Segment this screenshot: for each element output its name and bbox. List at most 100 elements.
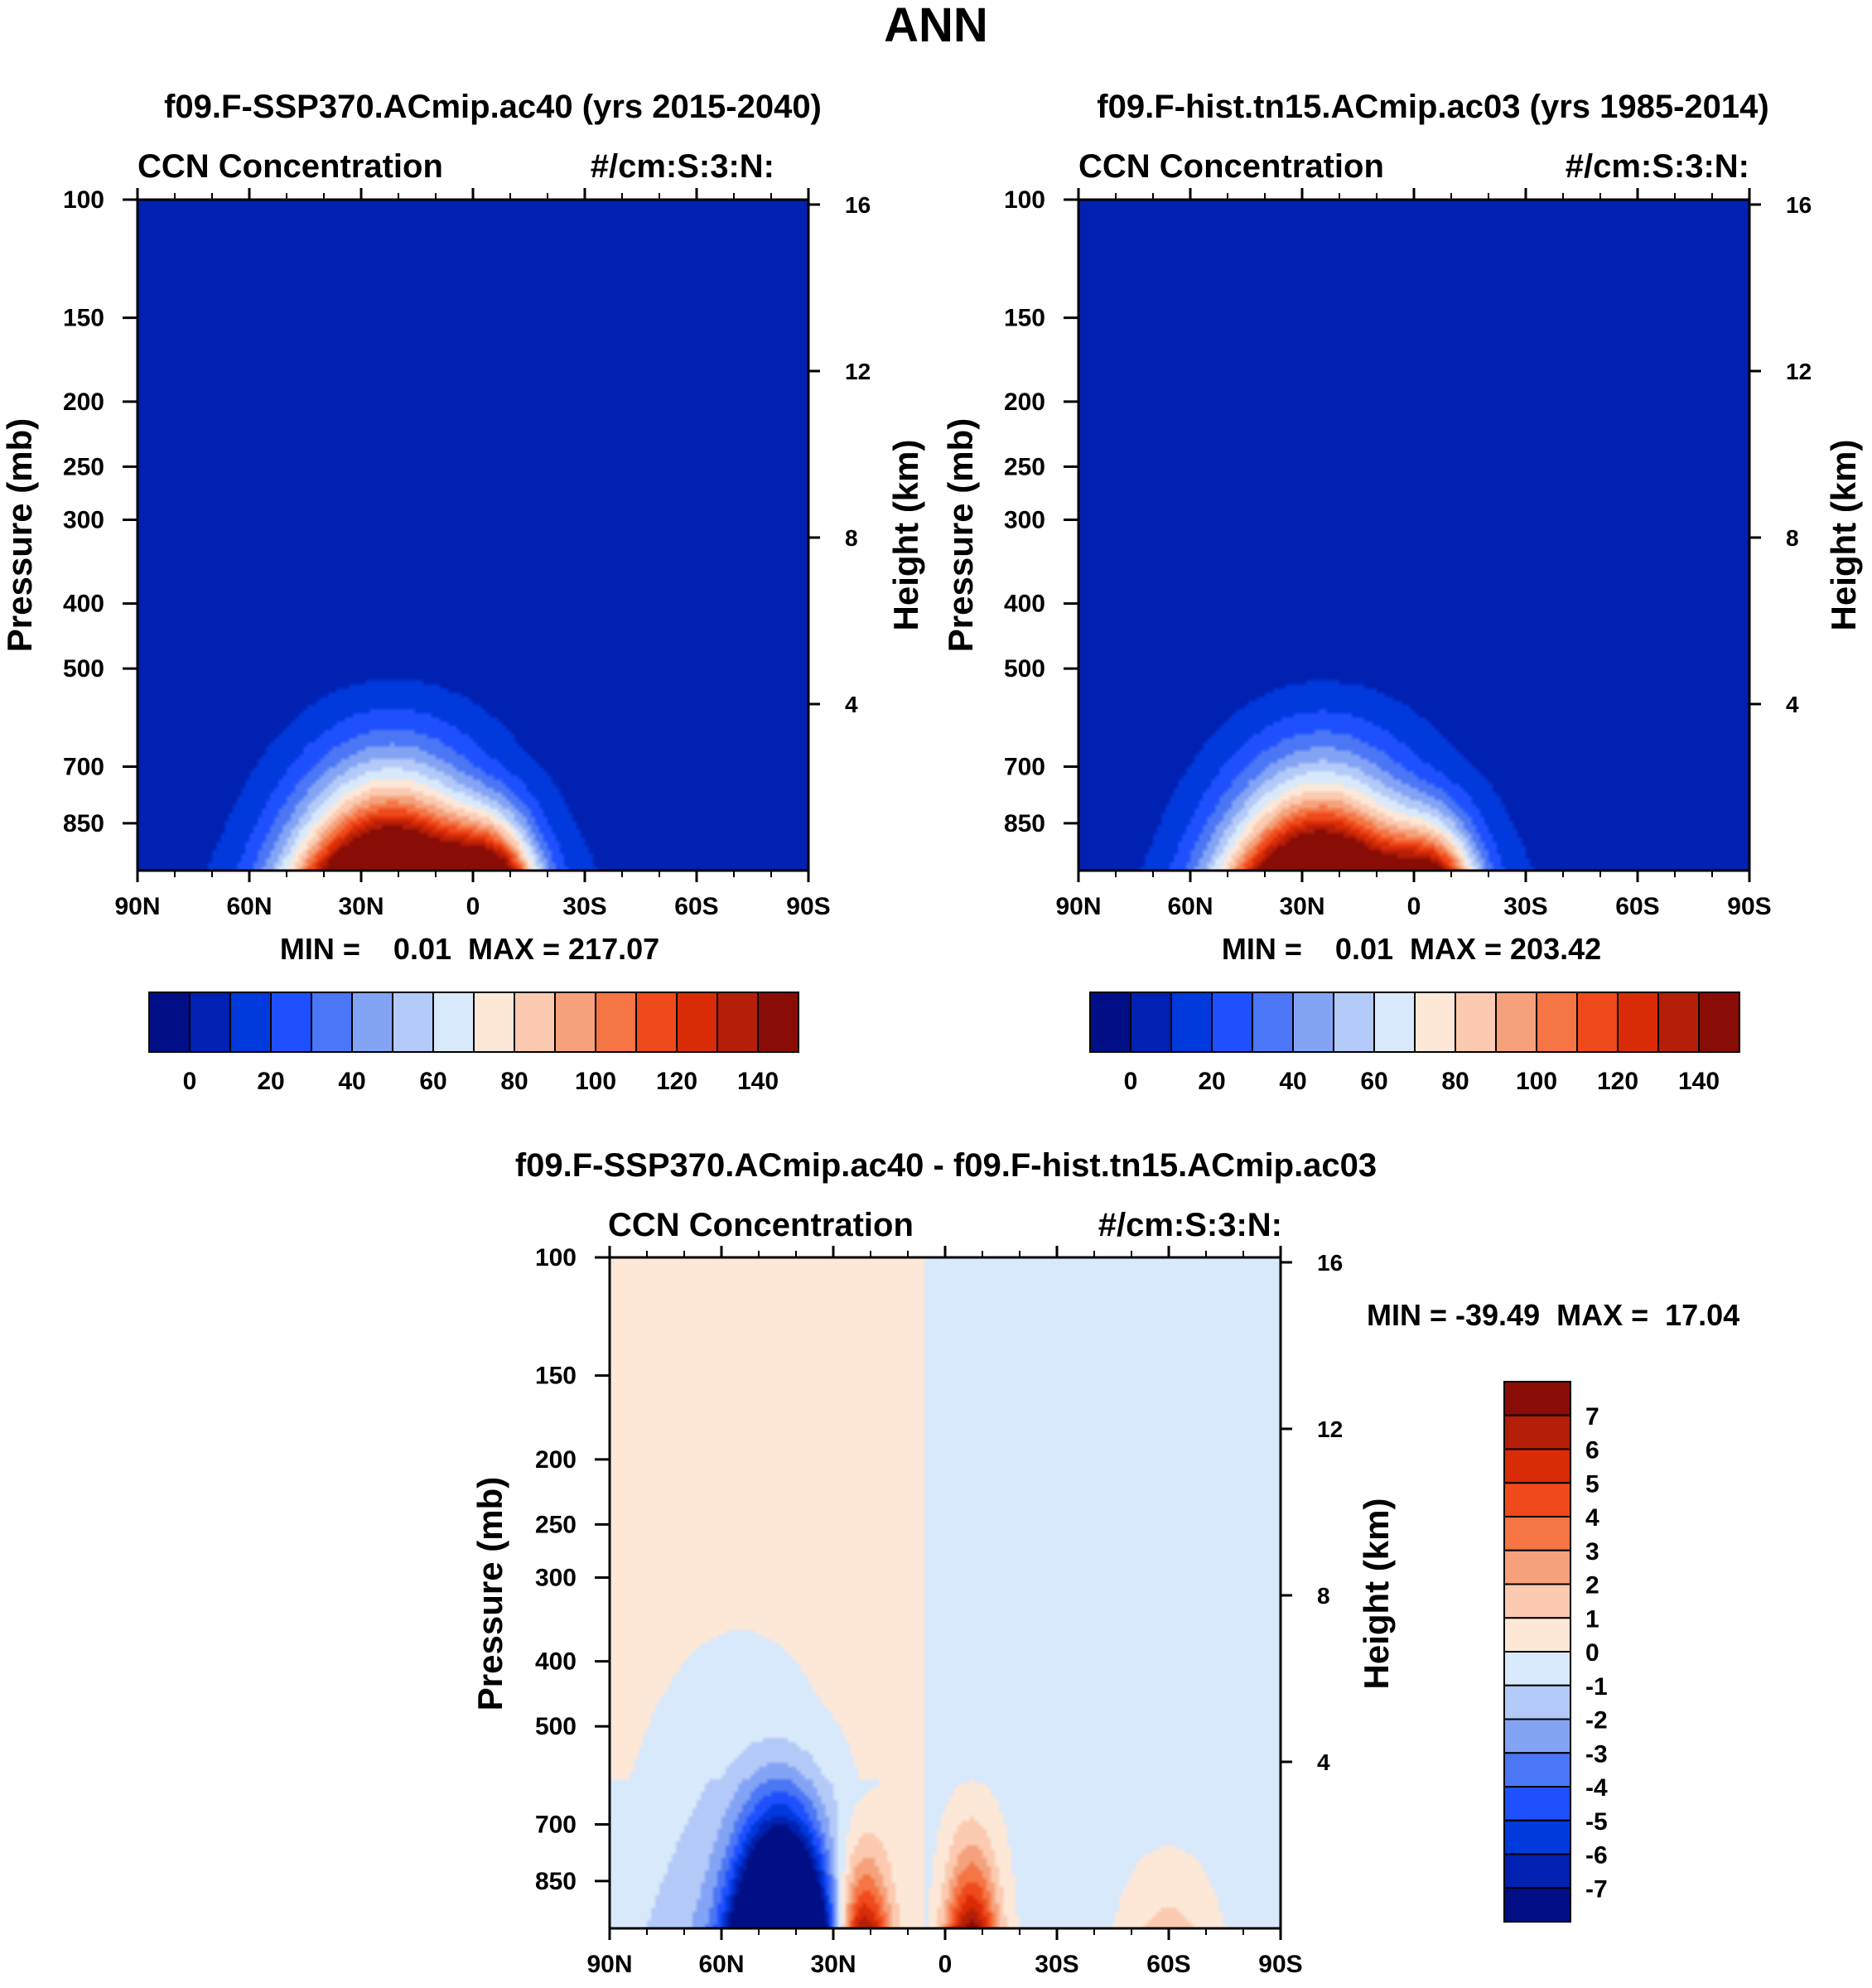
y-tick-label: 200 bbox=[535, 1446, 577, 1474]
colorbar-swatch bbox=[1503, 1414, 1571, 1450]
left-title: CCN Concentration bbox=[138, 148, 443, 185]
colorbar-swatch bbox=[1373, 992, 1416, 1053]
colorbar-swatch bbox=[1503, 1752, 1571, 1788]
colorbar-swatch bbox=[1576, 992, 1619, 1053]
y-tick-label: 100 bbox=[535, 1244, 577, 1271]
y2-tick-label: 12 bbox=[845, 359, 871, 384]
colorbar-swatch bbox=[1495, 992, 1537, 1053]
max-label: MAX = 217.07 bbox=[468, 932, 659, 966]
y-tick-label: 250 bbox=[1004, 453, 1045, 480]
x-tick-label: 60N bbox=[698, 1951, 744, 1978]
y-tick-label: 500 bbox=[535, 1713, 577, 1740]
y-tick-label: 500 bbox=[63, 655, 104, 683]
y-tick-label: 200 bbox=[63, 388, 104, 416]
colorbar-label: 6 bbox=[1585, 1437, 1599, 1464]
y2-tick-label: 8 bbox=[1317, 1583, 1330, 1609]
y2-axis-label: Height (km) bbox=[1357, 1498, 1396, 1690]
y-tick-label: 850 bbox=[63, 810, 104, 837]
x-tick-label: 60N bbox=[226, 893, 272, 920]
x-tick-label: 60S bbox=[1615, 893, 1659, 920]
contour-field bbox=[138, 200, 808, 871]
colorbar-swatch bbox=[1503, 1819, 1571, 1855]
colorbar-swatch bbox=[1455, 992, 1497, 1053]
min-label: MIN = 0.01 bbox=[1222, 932, 1393, 966]
max-label: MAX = 203.42 bbox=[1410, 932, 1601, 966]
x-tick-label: 90N bbox=[586, 1951, 632, 1978]
y2-tick-label: 4 bbox=[1317, 1749, 1330, 1775]
y2-tick-label: 16 bbox=[1317, 1250, 1343, 1276]
x-tick-label: 30N bbox=[1279, 893, 1324, 920]
colorbar-label: 2 bbox=[1585, 1572, 1599, 1600]
y-axis: 100 150 200 250 300 400 500 700 850 bbox=[1004, 186, 1078, 837]
colorbar-label: 100 bbox=[575, 1068, 616, 1095]
x-axis: 90N 60N 30N 0 30S 60S 90S bbox=[114, 188, 831, 920]
colorbar-swatch bbox=[554, 992, 596, 1053]
colorbar-label: 120 bbox=[1597, 1068, 1638, 1095]
y2-tick-label: 16 bbox=[1786, 192, 1812, 218]
panel-title: f09.F-SSP370.ACmip.ac40 - f09.F-hist.tn1… bbox=[515, 1147, 1377, 1184]
colorbar-swatch bbox=[757, 992, 799, 1053]
colorbar-label: 1 bbox=[1585, 1605, 1599, 1633]
y2-axis-label: Height (km) bbox=[886, 440, 925, 631]
colorbar-label: 0 bbox=[1585, 1639, 1599, 1667]
y-tick-label: 300 bbox=[535, 1564, 577, 1591]
panel-hist: f09.F-hist.tn15.ACmip.ac03 (yrs 1985-201… bbox=[941, 89, 1863, 1095]
colorbar-swatch bbox=[270, 992, 312, 1053]
colorbar-label: -2 bbox=[1585, 1707, 1608, 1735]
colorbar-swatch bbox=[1657, 992, 1700, 1053]
units-label: #/cm:S:3:N: bbox=[1566, 148, 1749, 185]
colorbar-label: -1 bbox=[1585, 1673, 1608, 1701]
colorbar-swatch bbox=[351, 992, 393, 1053]
units-label: #/cm:S:3:N: bbox=[591, 148, 774, 185]
contour-image bbox=[1078, 200, 1749, 871]
y2-tick-label: 4 bbox=[1786, 692, 1799, 717]
colorbar-swatch bbox=[1503, 1617, 1571, 1653]
colorbar-label: 3 bbox=[1585, 1538, 1599, 1566]
colorbar-swatch bbox=[1503, 1549, 1571, 1585]
y-tick-label: 700 bbox=[535, 1812, 577, 1839]
colorbar: 7 6 5 4 3 2 1 0 -1 -2 -3 -4 -5 -6 -7 bbox=[1503, 1381, 1608, 1923]
y-tick-label: 400 bbox=[63, 591, 104, 618]
x-tick-label: 90N bbox=[1055, 893, 1101, 920]
x-tick-label: 0 bbox=[466, 893, 480, 920]
colorbar-swatch bbox=[1503, 1887, 1571, 1923]
colorbar-swatch bbox=[514, 992, 556, 1053]
colorbar-label: -5 bbox=[1585, 1808, 1608, 1836]
colorbar-swatch bbox=[1503, 1786, 1571, 1822]
minmax-label: MIN = -39.49 MAX = 17.04 bbox=[1367, 1298, 1739, 1332]
x-tick-label: 90S bbox=[786, 893, 830, 920]
y2-tick-label: 16 bbox=[845, 192, 871, 218]
y-tick-label: 850 bbox=[535, 1868, 577, 1895]
y-tick-label: 100 bbox=[1004, 186, 1045, 214]
colorbar-swatch bbox=[1503, 1651, 1571, 1686]
colorbar-swatch bbox=[1292, 992, 1334, 1053]
contour-field bbox=[610, 1257, 1281, 1928]
y-tick-label: 150 bbox=[63, 305, 104, 332]
colorbar-swatch bbox=[1503, 1516, 1571, 1551]
colorbar-swatch bbox=[1503, 1381, 1571, 1416]
colorbar-swatch bbox=[1698, 992, 1740, 1053]
x-tick-label: 90N bbox=[114, 893, 160, 920]
y2-axis-label: Height (km) bbox=[1824, 440, 1863, 631]
colorbar-swatch bbox=[1503, 1684, 1571, 1720]
x-tick-label: 30S bbox=[562, 893, 606, 920]
colorbar-swatch bbox=[635, 992, 678, 1053]
y-axis: 100 150 200 250 300 400 500 700 850 bbox=[535, 1244, 610, 1895]
colorbar-swatch bbox=[1503, 1853, 1571, 1889]
y-tick-label: 300 bbox=[1004, 506, 1045, 533]
y-axis-label: Pressure (mb) bbox=[470, 1477, 509, 1711]
y-axis: 100 150 200 250 300 400 500 700 850 bbox=[63, 186, 138, 837]
y-tick-label: 400 bbox=[535, 1648, 577, 1676]
colorbar-label: 60 bbox=[419, 1068, 446, 1095]
y-tick-label: 850 bbox=[1004, 810, 1045, 837]
colorbar-swatch bbox=[473, 992, 515, 1053]
figure-title: ANN bbox=[884, 0, 988, 52]
x-tick-label: 0 bbox=[1407, 893, 1421, 920]
x-axis: 90N 60N 30N 0 30S 60S 90S bbox=[1055, 188, 1772, 920]
x-tick-label: 60N bbox=[1167, 893, 1213, 920]
y2-axis: 16 12 8 4 bbox=[808, 192, 871, 717]
colorbar-label: 80 bbox=[1441, 1068, 1469, 1095]
y2-tick-label: 12 bbox=[1317, 1416, 1343, 1442]
colorbar-swatch bbox=[1170, 992, 1213, 1053]
